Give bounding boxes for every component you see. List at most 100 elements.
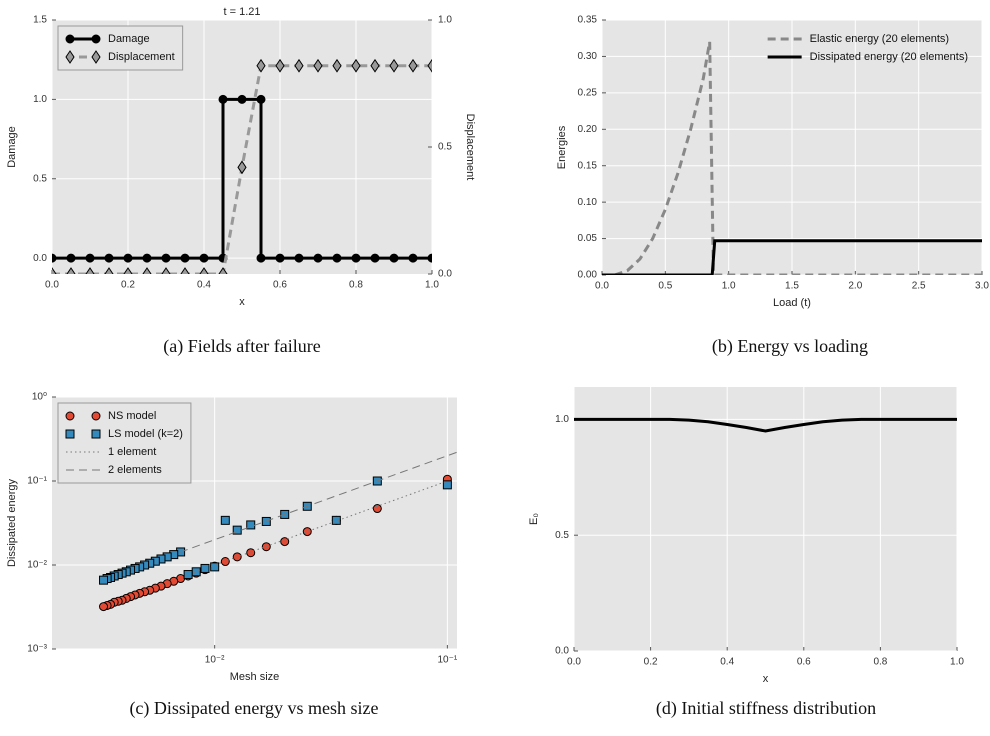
y-axis-label: Energies	[556, 125, 568, 169]
marker	[294, 253, 304, 263]
marker	[65, 429, 75, 439]
y-axis-label: E₀	[528, 513, 540, 525]
legend-label: NS model	[108, 410, 156, 422]
x-tick-label: 10⁻²	[205, 655, 225, 666]
y-tick-label: 1.0	[555, 414, 569, 425]
x-tick-label: 1.5	[785, 281, 799, 292]
marker	[427, 253, 432, 263]
series-line	[185, 480, 448, 576]
x-tick-label: 0.6	[797, 657, 811, 668]
x-tick-label: 0.2	[644, 657, 658, 668]
y-tick-label: 0.15	[578, 160, 598, 171]
marker	[370, 253, 380, 263]
marker	[313, 253, 323, 263]
y2-tick-label: 0.5	[438, 142, 452, 153]
marker	[389, 253, 399, 263]
series-line	[574, 417, 957, 433]
x-tick-label: 1.0	[722, 281, 736, 292]
marker	[104, 253, 114, 263]
x-tick-label: 3.0	[975, 281, 989, 292]
marker	[65, 50, 75, 64]
x-axis-label: x	[763, 673, 769, 685]
series-group	[574, 417, 957, 433]
x-tick-label: 1.0	[950, 657, 964, 668]
panel: 0.0 0.2 0.4 0.6 0.8 1.00.00.51.01.50.00.51.0t…	[6, 6, 476, 357]
marker	[372, 504, 382, 514]
marker	[351, 253, 361, 263]
marker	[123, 253, 133, 263]
x-tick-label: 0.0	[595, 281, 609, 292]
x-tick-label: 1.0	[425, 280, 439, 291]
marker	[91, 429, 101, 439]
y-tick-label: 0.30	[578, 51, 598, 62]
marker	[246, 548, 256, 558]
legend-label: Elastic energy (20 elements)	[810, 33, 949, 45]
marker	[220, 515, 230, 525]
marker	[351, 58, 361, 73]
marker	[427, 58, 432, 73]
x-tick-label: 0.8	[873, 657, 887, 668]
series-group	[52, 58, 432, 274]
marker	[104, 267, 114, 274]
marker	[200, 563, 210, 573]
y-tick-label: 1.0	[33, 94, 47, 105]
marker	[180, 267, 190, 274]
marker	[99, 575, 109, 585]
y-tick-label: 10⁰	[32, 392, 47, 403]
marker	[332, 253, 342, 263]
x-axis-label: Load (t)	[773, 297, 811, 309]
marker	[91, 34, 101, 44]
marker	[389, 58, 399, 73]
marker	[256, 94, 266, 104]
legend: Damage Displacement	[57, 25, 184, 71]
marker	[66, 267, 76, 274]
x-tick-label: 0.2	[121, 280, 135, 291]
series-line	[614, 41, 982, 275]
series-group	[602, 41, 982, 275]
marker	[302, 527, 312, 537]
x-tick-label: 0.6	[273, 280, 287, 291]
y-axis-label: Dissipated energy	[6, 478, 18, 567]
plot-area	[574, 387, 957, 651]
marker	[332, 58, 342, 73]
panel: 0.0 0.2 0.4 0.6 0.8 1.0 0.0 0.5 1.0 x E₀ (d) Initia…	[528, 387, 964, 719]
marker	[237, 94, 247, 104]
caption: (d) Initial stiffness distribution	[656, 698, 876, 719]
marker	[142, 253, 152, 263]
x-tick-label: 0.8	[349, 280, 363, 291]
marker	[237, 160, 247, 175]
marker	[183, 570, 193, 580]
series-line	[602, 239, 982, 275]
y2-tick-label: 1.0	[438, 15, 452, 26]
y-tick-label: 0.00	[578, 270, 598, 281]
y-tick-label: 1.5	[33, 15, 47, 26]
marker	[85, 253, 95, 263]
marker	[370, 58, 380, 73]
marker	[442, 480, 452, 490]
y-tick-label: 0.10	[578, 197, 598, 208]
x-tick-label: 0.4	[197, 280, 211, 291]
marker	[275, 253, 285, 263]
x-axis-label: x	[239, 296, 245, 308]
legend: Elastic energy (20 elements) Dissipated e…	[767, 33, 968, 63]
marker	[180, 253, 190, 263]
legend: NS model LS model (k=2) 1 element 2 element…	[57, 402, 192, 484]
marker	[99, 602, 109, 612]
marker	[85, 267, 95, 274]
caption: (b) Energy vs loading	[712, 336, 868, 357]
series-line	[179, 451, 457, 553]
marker	[294, 58, 304, 73]
chart-title: t = 1.21	[223, 6, 260, 18]
caption: (a) Fields after failure	[163, 336, 320, 357]
y-tick-label: 10⁻³	[27, 644, 47, 655]
y-tick-label: 0.0	[33, 253, 47, 264]
x-tick-label: 0.0	[45, 280, 59, 291]
y-tick-label: 0.05	[578, 233, 598, 244]
marker	[220, 557, 230, 567]
series-group	[99, 451, 457, 612]
panel: 0.0 0.5 1.0 1.5 2.0 2.5 3.0 0.00 0.05 0.10 0.15 0.2…	[556, 15, 989, 357]
marker	[199, 253, 209, 263]
caption: (c) Dissipated energy vs mesh size	[129, 698, 378, 719]
marker	[65, 34, 75, 44]
y-tick-label: 10⁻¹	[27, 476, 47, 487]
